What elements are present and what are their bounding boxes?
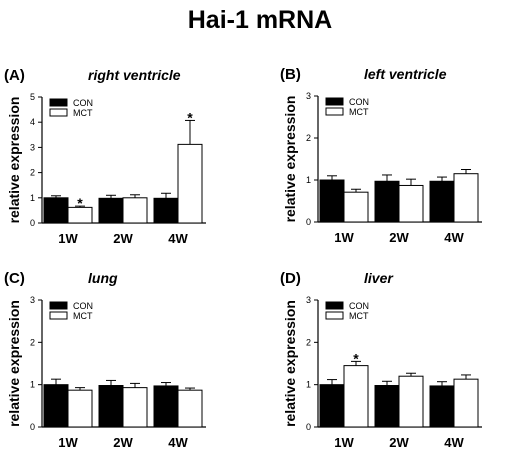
bar-con (153, 385, 179, 428)
legend-label-mct: MCT (349, 311, 369, 321)
x-tick-label: 4W (168, 435, 188, 450)
panel-letter: (C) (4, 270, 25, 287)
y-tick-label: 1 (30, 193, 35, 203)
bar-con (429, 385, 455, 428)
y-axis-label: relative expression (6, 300, 22, 427)
y-tick-label: 3 (30, 295, 35, 305)
panel-1: (A) right ventricle relative expression 0 1 2… (4, 67, 206, 246)
bar-con (98, 385, 124, 428)
panel-letter: (A) (4, 67, 25, 84)
y-tick-label: 2 (30, 168, 35, 178)
significance-marker: * (187, 109, 193, 125)
y-tick-label: 1 (306, 175, 311, 185)
x-tick-label: 4W (444, 435, 464, 450)
y-tick-label: 5 (30, 92, 35, 102)
y-tick-label: 4 (30, 117, 35, 127)
bar-con (153, 197, 179, 224)
bar-mct (453, 378, 479, 428)
x-tick-label: 2W (389, 230, 409, 245)
y-tick-label: 2 (306, 133, 311, 143)
legend-label-mct: MCT (349, 107, 369, 117)
legend-label-con: CON (349, 97, 369, 107)
legend-label-con: CON (73, 301, 93, 311)
x-tick-label: 4W (168, 231, 188, 246)
panel-letter: (B) (280, 66, 301, 83)
bar-con (374, 385, 400, 428)
y-tick-label: 0 (30, 218, 35, 228)
bar-mct (343, 191, 369, 223)
panel-3: (C) lung relative expression 0 1 2 3 1W 2W 4W CONM… (4, 270, 206, 450)
legend-label-mct: MCT (73, 311, 93, 321)
y-axis-label: relative expression (6, 97, 22, 224)
bar-mct (398, 375, 424, 428)
y-tick-label: 2 (306, 337, 311, 347)
legend-swatch-con (325, 301, 344, 310)
x-tick-label: 1W (334, 230, 354, 245)
x-tick-label: 4W (444, 230, 464, 245)
bar-mct (177, 389, 203, 428)
bar-mct (67, 389, 93, 428)
legend-label-con: CON (73, 98, 93, 108)
x-tick-label: 1W (58, 435, 78, 450)
legend-swatch-con (49, 98, 68, 107)
y-axis-label: relative expression (282, 96, 298, 223)
bar-con (43, 384, 69, 428)
panel-4: (D) liver relative expression 0 1 2 3 1W 2W 4W * CO… (280, 270, 482, 450)
legend-swatch-mct (325, 107, 344, 116)
panel-title: right ventricle (88, 67, 181, 83)
y-axis-label: relative expression (282, 300, 298, 427)
main-title: Hai-1 mRNA (188, 6, 332, 34)
legend-swatch-mct (325, 311, 344, 320)
x-tick-label: 2W (113, 435, 133, 450)
y-tick-label: 2 (30, 337, 35, 347)
bar-con (43, 197, 69, 224)
y-tick-label: 3 (306, 91, 311, 101)
y-tick-label: 1 (30, 380, 35, 390)
x-tick-label: 2W (113, 231, 133, 246)
y-tick-label: 3 (306, 295, 311, 305)
legend-swatch-con (49, 301, 68, 310)
x-tick-label: 2W (389, 435, 409, 450)
bar-mct (122, 197, 148, 224)
panel-title: liver (364, 270, 394, 286)
significance-marker: * (77, 195, 83, 211)
x-tick-label: 1W (334, 435, 354, 450)
panel-title: lung (88, 270, 118, 286)
bar-mct (343, 365, 369, 428)
y-tick-label: 1 (306, 380, 311, 390)
significance-marker: * (353, 350, 359, 366)
x-tick-label: 1W (58, 231, 78, 246)
legend-swatch-con (325, 97, 344, 106)
y-tick-label: 3 (30, 142, 35, 152)
bar-con (98, 197, 124, 224)
bar-mct (177, 143, 203, 224)
legend-label-mct: MCT (73, 108, 93, 118)
bar-mct (122, 387, 148, 428)
y-tick-label: 0 (306, 422, 311, 432)
legend-swatch-mct (49, 108, 68, 117)
legend-label-con: CON (349, 301, 369, 311)
bar-mct (398, 184, 424, 223)
panel-letter: (D) (280, 270, 301, 287)
y-tick-label: 0 (30, 422, 35, 432)
bar-mct (453, 173, 479, 223)
bar-con (319, 179, 345, 223)
panel-2: (B) left ventricle relative expression 0 1 2 3… (280, 66, 482, 245)
bar-con (429, 180, 455, 223)
legend-swatch-mct (49, 311, 68, 320)
bar-con (374, 180, 400, 223)
panel-title: left ventricle (364, 66, 447, 82)
bar-con (319, 384, 345, 428)
y-tick-label: 0 (306, 217, 311, 227)
